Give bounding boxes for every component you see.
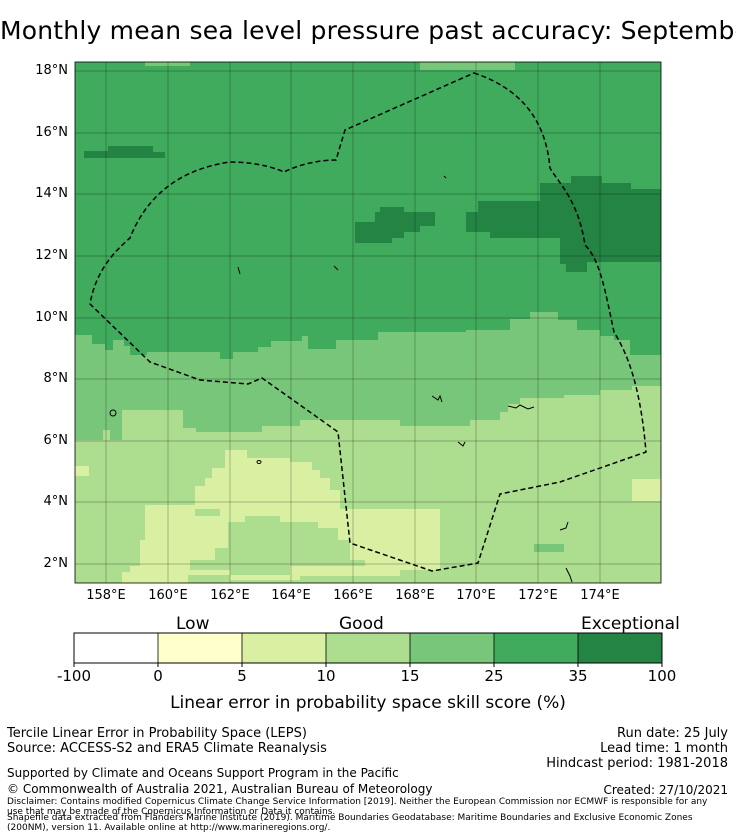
colorbar-tick: -100 [56, 667, 92, 685]
footer-lead-time: Lead time: 1 month [600, 741, 728, 756]
colorbar-segment [326, 633, 410, 663]
colorbar-segment [242, 633, 326, 663]
lon-label: 166°E [333, 588, 373, 603]
colorbar [73, 632, 663, 667]
colorbar-tick: 25 [484, 667, 504, 685]
colorbar-title: Linear error in probability space skill … [170, 693, 566, 713]
skill-map [74, 61, 662, 584]
map-title: Monthly mean sea level pressure past acc… [0, 16, 736, 45]
lat-label: 8°N [43, 371, 69, 386]
lat-label: 14°N [35, 186, 68, 201]
colorbar-segment [158, 633, 242, 663]
lon-label: 164°E [271, 588, 311, 603]
colorbar-category-low: Low [176, 614, 210, 634]
lat-label: 10°N [35, 310, 68, 325]
lon-label: 170°E [456, 588, 496, 603]
colorbar-tick: 100 [647, 667, 677, 685]
lat-label: 18°N [35, 63, 68, 78]
footer-copyright: © Commonwealth of Australia 2021, Austra… [7, 782, 433, 796]
colorbar-segment [410, 633, 494, 663]
colorbar-tick: 35 [568, 667, 588, 685]
graticule [75, 62, 661, 583]
footer-disclaimer: Disclaimer: Contains modified Copernicus… [7, 797, 708, 807]
map-area [74, 61, 662, 584]
islands [109, 175, 573, 583]
footer-hindcast: Hindcast period: 1981-2018 [546, 756, 728, 771]
footer-shapefile-2: (200NM), version 11. Available online at… [7, 823, 331, 833]
colorbar-tick: 5 [237, 667, 247, 685]
colorbar-segment [74, 633, 158, 663]
colorbar-tick: 15 [400, 667, 420, 685]
region-5-10 [122, 450, 440, 583]
footer-source: Source: ACCESS-S2 and ERA5 Climate Reana… [7, 741, 327, 756]
lat-label: 6°N [43, 433, 69, 448]
footer-method: Tercile Linear Error in Probability Spac… [7, 726, 307, 741]
colorbar-tick: 0 [153, 667, 163, 685]
colorbar-segment [494, 633, 578, 663]
lon-label: 174°E [580, 588, 620, 603]
lon-label: 172°E [518, 588, 558, 603]
footer-run-date: Run date: 25 July [617, 726, 728, 741]
region-exceptional-west [84, 146, 165, 158]
lon-label: 162°E [210, 588, 250, 603]
lat-label: 4°N [43, 494, 69, 509]
colorbar-category-good: Good [339, 614, 384, 634]
footer-support: Supported by Climate and Oceans Support … [7, 766, 399, 780]
lat-label: 2°N [43, 556, 69, 571]
lon-label: 168°E [395, 588, 435, 603]
footer-shapefile: Shapefile data extracted from Flanders M… [7, 813, 693, 823]
footer-disclaimer-2: use that may be made of the Copernicus I… [7, 807, 336, 817]
colorbar-tick: 10 [316, 667, 336, 685]
region-exceptional-east [466, 176, 661, 272]
lat-label: 12°N [35, 248, 68, 263]
lat-label: 16°N [35, 125, 68, 140]
lon-label: 160°E [148, 588, 188, 603]
region-exceptional-center [355, 207, 435, 243]
colorbar-segment [578, 633, 662, 663]
maritime-boundary [89, 72, 647, 572]
lon-label: 158°E [86, 588, 126, 603]
footer-created: Created: 27/10/2021 [603, 783, 728, 797]
colorbar-category-exceptional: Exceptional [581, 614, 680, 634]
